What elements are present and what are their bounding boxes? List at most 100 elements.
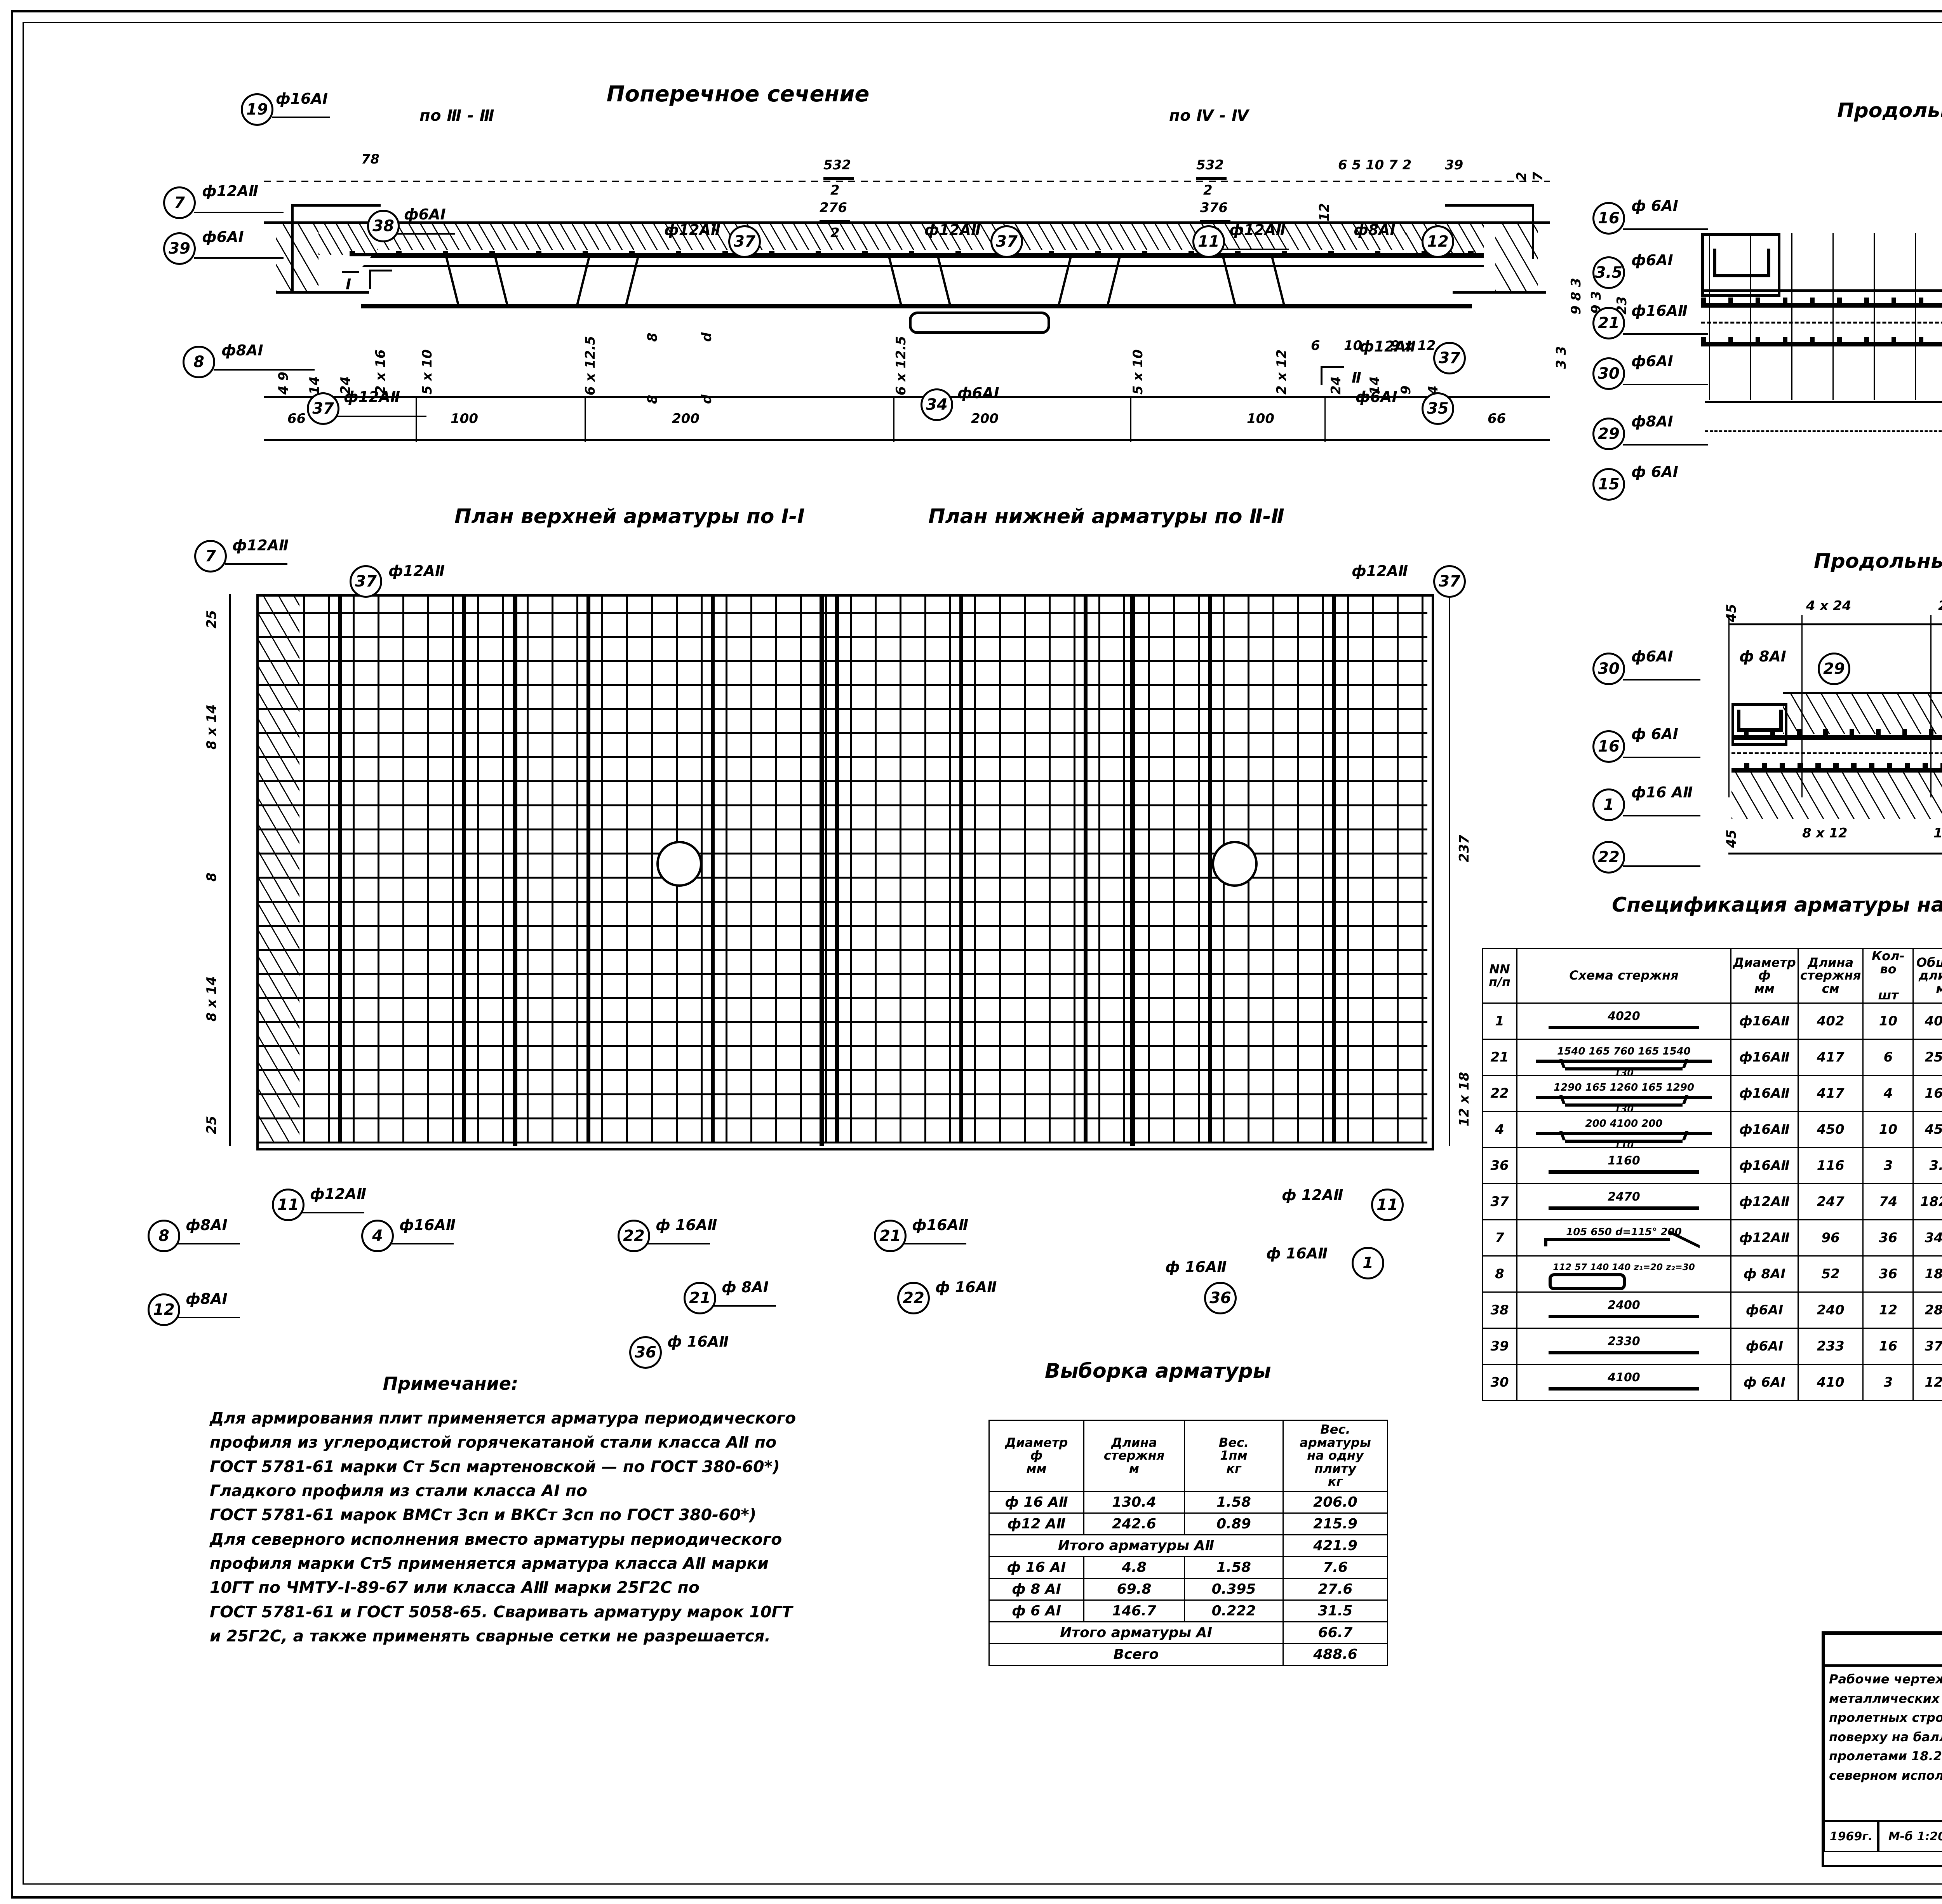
balloon-37-c[interactable]: 37 [990, 225, 1023, 258]
balloon-35[interactable]: 35 [1422, 392, 1454, 425]
balloon-number: 22 [897, 1282, 930, 1314]
spec-total: 25.0 [1912, 1039, 1942, 1076]
spec-total: 3.5 [1912, 1147, 1942, 1185]
spec-length: 410 [1797, 1364, 1864, 1401]
balloon-34[interactable]: 34 [921, 388, 953, 421]
balloon-plan-8[interactable]: 8 [148, 1220, 180, 1252]
balloon-number: 38 [367, 210, 400, 242]
balloon-11[interactable]: 11 [1192, 225, 1225, 258]
balloon-38[interactable]: 38 [367, 210, 400, 242]
vyborka-length: 130.4 [1083, 1490, 1185, 1514]
scale-cell: М-б 1:20 [1878, 1821, 1942, 1852]
vyborka-row: ф 6 АⅠ 146.7 0.222 31.5 [988, 1599, 1388, 1622]
spec-table-left: NN п/п Схема стержня Диаметр ф мм Длина стер… [1482, 947, 1942, 1401]
plan-top-title: План верхней арматуры по Ⅰ-Ⅰ [454, 505, 805, 528]
balloon-plan-11a[interactable]: 11 [272, 1189, 305, 1221]
balloon-plan-37-a[interactable]: 37 [350, 565, 382, 598]
balloon-plan-22b-label: ф 16АⅡ [935, 1279, 997, 1296]
balloon-rib-21[interactable]: 21 [1592, 307, 1625, 339]
spec-no: 21 [1482, 1039, 1517, 1076]
balloon-plan-22b[interactable]: 22 [897, 1282, 930, 1314]
balloon-plan-37-b-label: ф12АⅡ [1352, 562, 1408, 580]
spec-diameter: ф12АⅡ [1730, 1219, 1799, 1257]
spec-schema: 4100 [1516, 1364, 1731, 1401]
vyborka-subtotal-value: 488.6 [1282, 1643, 1388, 1666]
spec-qty: 3 [1862, 1147, 1914, 1185]
balloon-7[interactable]: 7 [163, 186, 196, 219]
balloon-axis-1[interactable]: 1 [1592, 788, 1625, 821]
balloon-plan-12-label: ф8АⅠ [186, 1290, 228, 1307]
vyborka-subtotal-value: 421.9 [1282, 1534, 1388, 1557]
balloon-number: 19 [241, 93, 273, 126]
balloon-axis-29-label: ф 8АⅠ [1739, 648, 1786, 665]
balloon-37-a[interactable]: 37 [307, 392, 339, 425]
balloon-number: 22 [618, 1220, 650, 1252]
balloon-number: 21 [684, 1282, 716, 1314]
balloon-37-b[interactable]: 37 [728, 225, 761, 258]
vyborka-subtotal-label: Итого арматуры АⅠ [988, 1621, 1284, 1644]
notes-title: Примечание: [383, 1373, 519, 1394]
balloon-number: 7 [163, 186, 196, 219]
balloon-plan-4[interactable]: 4 [361, 1220, 394, 1252]
balloon-19[interactable]: 19 [241, 93, 273, 126]
balloon-plan-7[interactable]: 7 [194, 540, 227, 573]
balloon-plan-11b[interactable]: 11 [1371, 1189, 1404, 1221]
balloon-number: 15 [1592, 468, 1625, 501]
balloon-plan-22a[interactable]: 22 [618, 1220, 650, 1252]
balloon-axis-16[interactable]: 16 [1592, 730, 1625, 763]
balloon-plan-21b[interactable]: 21 [874, 1220, 907, 1252]
balloon-plan-21a[interactable]: 21 [684, 1282, 716, 1314]
balloon-number: 35 [1422, 392, 1454, 425]
vyborka-weight-per-m: 1.58 [1184, 1490, 1284, 1514]
spec-no: 8 [1482, 1255, 1517, 1293]
balloon-11-label: ф12АⅡ [1229, 221, 1286, 238]
balloon-plan-11a-label: ф12АⅡ [310, 1185, 367, 1203]
vyborka-table: Диаметр ф мм Длина стержня м Вес. 1пм кг Вес. а… [988, 1420, 1388, 1666]
spec-schema: 4020 [1516, 1002, 1731, 1040]
vyborka-row: Всего 488.6 [988, 1643, 1388, 1666]
balloon-rib-30-label: ф6АⅠ [1631, 353, 1673, 370]
balloon-axis-29[interactable]: 29 [1818, 653, 1850, 685]
balloon-rib-30[interactable]: 30 [1592, 357, 1625, 390]
bar-schema-sketch: 4100 [1519, 1371, 1729, 1394]
spec-no: 36 [1482, 1147, 1517, 1185]
balloon-axis-16-label: ф 6АⅠ [1631, 726, 1678, 743]
balloon-axis-30[interactable]: 30 [1592, 653, 1625, 685]
vyborka-length: 69.8 [1083, 1577, 1185, 1601]
balloon-39[interactable]: 39 [163, 232, 196, 265]
balloon-rib-16[interactable]: 16 [1592, 202, 1625, 235]
balloon-number: 29 [1592, 418, 1625, 450]
sheet-border [11, 10, 1942, 1899]
balloon-plan-7-label: ф12АⅡ [232, 537, 289, 554]
balloon-12[interactable]: 12 [1422, 225, 1454, 258]
balloon-axis-22[interactable]: 22 [1592, 841, 1625, 874]
balloon-rib-15[interactable]: 15 [1592, 468, 1625, 501]
balloon-8[interactable]: 8 [183, 346, 215, 378]
balloon-number: 11 [1371, 1189, 1404, 1221]
vyborka-diameter: ф 16 АⅠ [988, 1556, 1084, 1579]
balloon-rib-29[interactable]: 29 [1592, 418, 1625, 450]
balloon-rib-35[interactable]: 3.5 [1592, 256, 1625, 289]
vyborka-diameter: ф 8 АⅠ [988, 1577, 1084, 1601]
spec-total: 34.6 [1912, 1219, 1942, 1257]
spec-length: 247 [1797, 1183, 1864, 1221]
vyborka-subtotal-label: Итого арматуры АⅡ [988, 1534, 1284, 1557]
balloon-plan-36b[interactable]: 36 [1204, 1282, 1237, 1314]
balloon-plan-36a[interactable]: 36 [629, 1336, 662, 1369]
spec-total: 37.3 [1912, 1328, 1942, 1365]
balloon-rib-16-label: ф 6АⅠ [1631, 197, 1678, 214]
balloon-plan-12[interactable]: 12 [148, 1293, 180, 1326]
balloon-plan-37-b[interactable]: 37 [1433, 565, 1466, 598]
vyborka-weight-total: 206.0 [1282, 1490, 1388, 1514]
balloon-number: 37 [1433, 565, 1466, 598]
balloon-37-d[interactable]: 37 [1433, 342, 1466, 374]
balloon-plan-1[interactable]: 1 [1352, 1247, 1384, 1279]
vyborka-weight-total: 215.9 [1282, 1512, 1388, 1535]
ministry-line: Министерство транспортного строительства… [1824, 1634, 1942, 1666]
balloon-35-label: ф6АⅠ [1356, 388, 1397, 406]
spec-total: 40.2 [1912, 1002, 1942, 1040]
bar-schema-sketch: 112 57 140 140 z₁=20 z₂=30 [1519, 1262, 1729, 1291]
spec-diameter: ф16АⅡ [1730, 1002, 1799, 1040]
bar-schema-sketch: 105 650 d=115° 200 [1519, 1226, 1729, 1258]
